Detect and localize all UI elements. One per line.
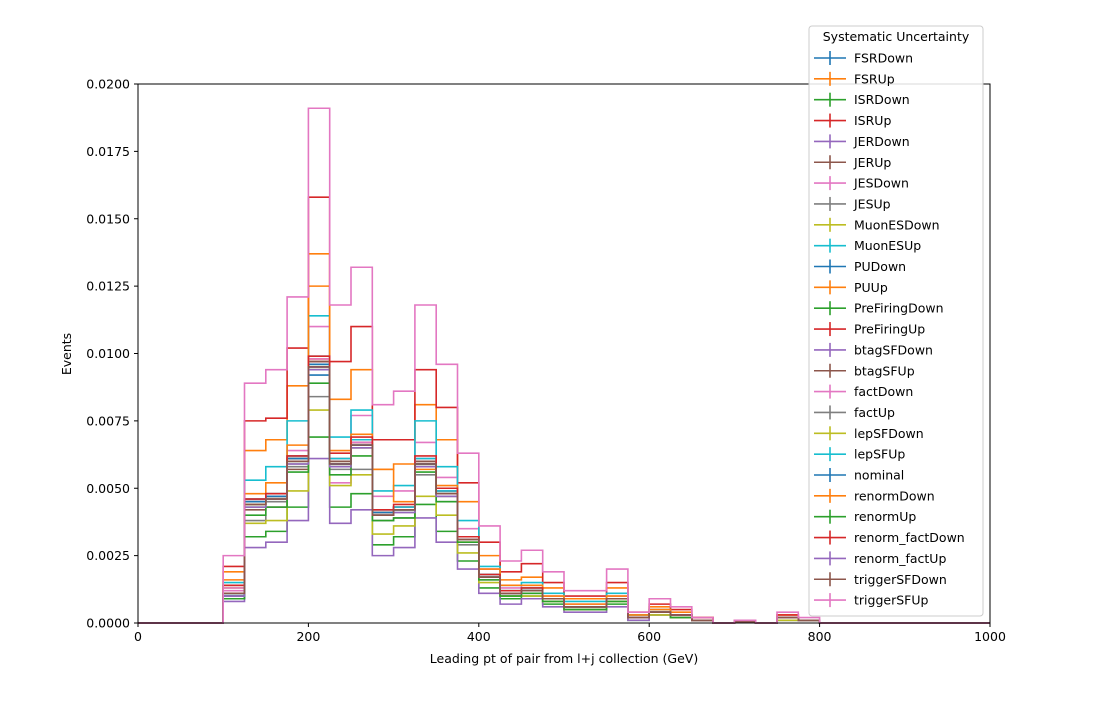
legend-label: JESDown [853, 176, 909, 191]
legend-label: triggerSFUp [854, 593, 928, 608]
series-line-triggerSFDown [138, 366, 990, 624]
y-tick-label: 0.0150 [86, 211, 130, 226]
legend-item-triggerSFUp: triggerSFUp [814, 593, 928, 608]
legend-item-btagSFDown: btagSFDown [814, 342, 933, 357]
legend-label: renorm_factDown [854, 530, 965, 545]
legend-item-renorm_factUp: renorm_factUp [814, 551, 946, 566]
legend-item-renorm_factDown: renorm_factDown [814, 530, 965, 545]
legend-title: Systematic Uncertainty [823, 29, 970, 44]
legend-label: PreFiringUp [854, 322, 925, 337]
y-tick-label: 0.0050 [86, 481, 130, 496]
y-tick-label: 0.0075 [86, 413, 130, 428]
legend-label: ISRDown [854, 92, 910, 107]
legend-label: FSRDown [854, 51, 913, 66]
legend-item-renormUp: renormUp [814, 509, 916, 524]
x-tick-label: 800 [808, 629, 832, 644]
x-tick-label: 1000 [974, 629, 1006, 644]
legend-item-FSRDown: FSRDown [814, 51, 913, 66]
legend-item-JERDown: JERDown [814, 134, 910, 149]
legend-label: btagSFUp [854, 363, 915, 378]
legend-item-lepSFDown: lepSFDown [814, 426, 924, 441]
y-axis-label: Events [59, 333, 74, 375]
legend-item-factDown: factDown [814, 384, 913, 399]
legend-item-lepSFUp: lepSFUp [814, 447, 905, 462]
legend-item-PUUp: PUUp [814, 280, 888, 295]
legend-label: PreFiringDown [854, 301, 944, 316]
legend-item-JESUp: JESUp [814, 196, 891, 211]
y-tick-label: 0.0000 [86, 616, 130, 631]
legend-label: renormDown [854, 488, 935, 503]
legend-label: FSRUp [854, 71, 895, 86]
legend-item-ISRUp: ISRUp [814, 113, 891, 128]
y-tick-label: 0.0025 [86, 548, 130, 563]
legend-item-PreFiringUp: PreFiringUp [814, 322, 925, 337]
y-tick-label: 0.0200 [86, 77, 130, 92]
legend-item-JESDown: JESDown [814, 176, 909, 191]
legend-item-triggerSFDown: triggerSFDown [814, 572, 947, 587]
x-tick-label: 400 [467, 629, 491, 644]
legend-item-JERUp: JERUp [814, 155, 891, 170]
x-tick-label: 200 [296, 629, 320, 644]
legend-item-FSRUp: FSRUp [814, 71, 895, 86]
legend-label: JESUp [853, 196, 891, 211]
legend-item-PreFiringDown: PreFiringDown [814, 301, 944, 316]
legend-label: renormUp [854, 509, 916, 524]
legend-label: renorm_factUp [854, 551, 946, 566]
series-layer [138, 107, 990, 624]
legend-item-PUDown: PUDown [814, 259, 906, 274]
series-line-ISRUp [138, 196, 990, 624]
legend-label: triggerSFDown [854, 572, 947, 587]
y-tick-label: 0.0100 [86, 346, 130, 361]
legend-item-MuonESUp: MuonESUp [814, 238, 921, 253]
legend: Systematic Uncertainty FSRDown FSRUp ISRDo… [808, 25, 984, 617]
x-tick-label: 600 [637, 629, 661, 644]
legend-label: btagSFDown [854, 342, 933, 357]
legend-item-nominal: nominal [814, 468, 904, 483]
legend-label: MuonESDown [854, 217, 940, 232]
legend-label: factDown [854, 384, 913, 399]
legend-item-MuonESDown: MuonESDown [814, 217, 940, 232]
x-axis-label: Leading pt of pair from l+j collection (… [430, 651, 698, 666]
legend-label: JERDown [853, 134, 910, 149]
y-tick-label: 0.0175 [86, 144, 130, 159]
legend-box [808, 25, 984, 617]
series-line-triggerSFUp [138, 107, 990, 624]
legend-item-btagSFUp: btagSFUp [814, 363, 915, 378]
x-axis: 0 200 400 600 800 1000 [134, 623, 1006, 644]
legend-label: lepSFUp [854, 447, 905, 462]
legend-label: PUDown [854, 259, 906, 274]
legend-label: lepSFDown [854, 426, 924, 441]
legend-label: MuonESUp [854, 238, 921, 253]
y-axis: 0.0000 0.0025 0.0050 0.0075 0.0100 0.0125 0.01… [86, 77, 138, 631]
y-tick-label: 0.0125 [86, 279, 130, 294]
legend-label: JERUp [853, 155, 891, 170]
legend-label: factUp [854, 405, 895, 420]
x-tick-label: 0 [134, 629, 142, 644]
legend-item-renormDown: renormDown [814, 488, 935, 503]
legend-item-ISRDown: ISRDown [814, 92, 910, 107]
legend-items: FSRDown FSRUp ISRDown ISRUp JERDown JERUp JESD… [814, 51, 965, 608]
legend-item-factUp: factUp [814, 405, 895, 420]
legend-label: nominal [854, 468, 904, 483]
legend-label: ISRUp [854, 113, 891, 128]
legend-label: PUUp [854, 280, 888, 295]
